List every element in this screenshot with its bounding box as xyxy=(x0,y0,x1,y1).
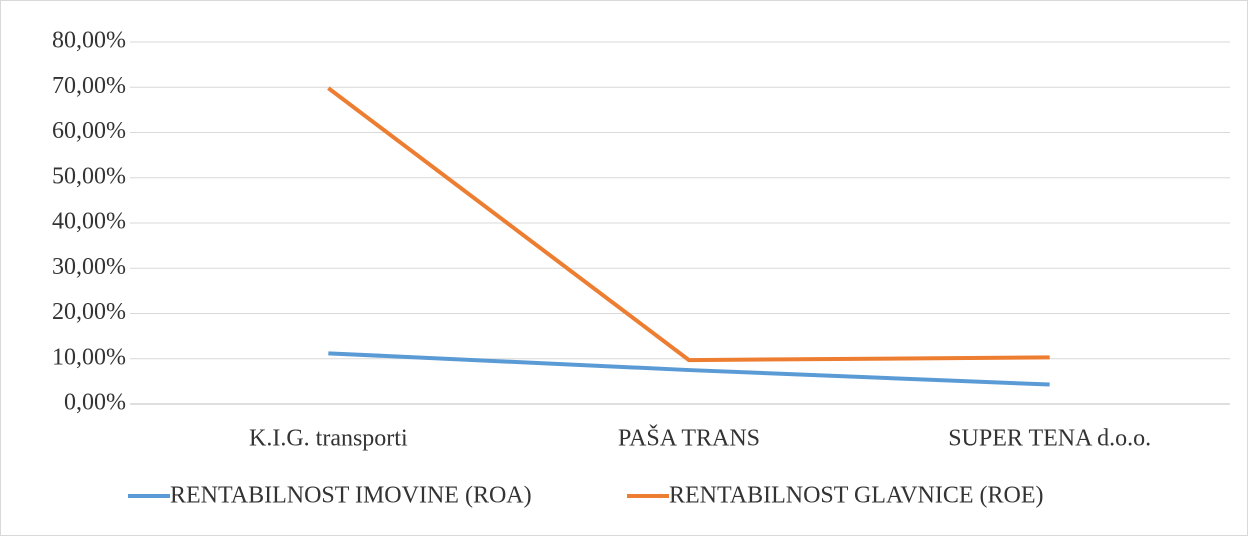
x-tick-label: PAŠA TRANS xyxy=(618,425,760,452)
y-tick-label: 60,00% xyxy=(52,118,126,144)
y-tick-label: 0,00% xyxy=(64,390,126,416)
x-tick-label: K.I.G. transporti xyxy=(249,426,408,452)
y-tick-label: 30,00% xyxy=(52,254,126,280)
y-tick-label: 70,00% xyxy=(52,73,126,99)
y-tick-label: 10,00% xyxy=(52,344,126,370)
y-tick-label: 40,00% xyxy=(52,209,126,235)
y-tick-label: 50,00% xyxy=(52,163,126,189)
legend-label: RENTABILNOST GLAVNICE (ROE) xyxy=(669,483,1044,509)
data-line xyxy=(327,86,1050,363)
y-tick-label: 80,00% xyxy=(52,28,126,54)
x-tick-label: SUPER TENA d.o.o. xyxy=(948,426,1151,452)
data-line xyxy=(328,351,1050,387)
legend-label: RENTABILNOST IMOVINE (ROA) xyxy=(170,483,532,509)
y-tick-label: 20,00% xyxy=(52,299,126,325)
